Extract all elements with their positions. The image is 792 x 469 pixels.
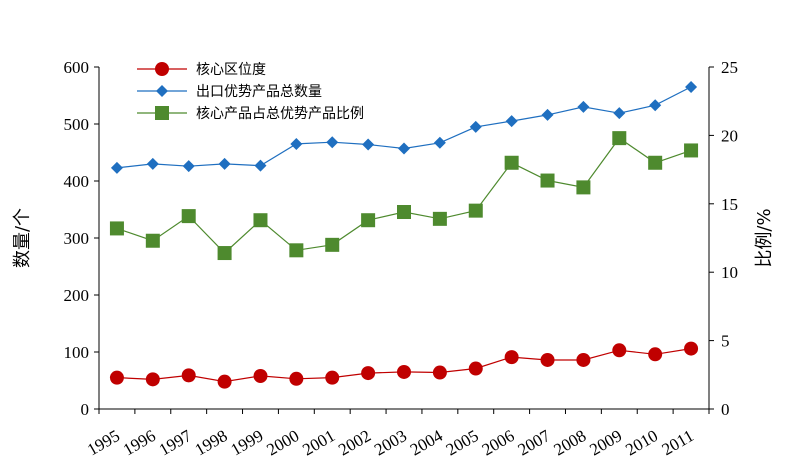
series-3-point <box>397 205 411 220</box>
series-1-point <box>289 371 304 386</box>
x-tick-label: 2011 <box>659 426 697 459</box>
series-2-point <box>146 157 159 170</box>
series-3-point <box>648 155 663 170</box>
left-y-tick-label: 400 <box>64 172 90 191</box>
series-2-point <box>541 108 554 121</box>
series-3-point <box>540 173 555 188</box>
series-3-point <box>325 237 340 252</box>
series-2-point <box>398 142 410 155</box>
right-y-tick-label: 5 <box>721 332 730 351</box>
series-3-point <box>289 243 304 258</box>
series-3-point <box>109 221 124 236</box>
x-tick-label: 1995 <box>84 426 123 459</box>
legend-marker-3 <box>155 106 169 120</box>
series-2-point <box>110 161 123 174</box>
x-tick-label: 1997 <box>156 426 195 460</box>
series-3-point <box>468 203 483 218</box>
series-3-point <box>504 155 519 170</box>
series-line-3 <box>116 137 692 254</box>
series-2-point <box>433 136 446 149</box>
series-1-point <box>468 361 483 376</box>
series-2-point <box>290 137 303 150</box>
series-1-point <box>540 352 555 367</box>
series-1-point <box>109 370 124 385</box>
x-tick-label: 2006 <box>479 426 518 459</box>
series-1-point <box>432 365 447 380</box>
legend-label-2: 出口优势产品总数量 <box>196 84 322 100</box>
x-tick-label: 2008 <box>550 426 589 459</box>
x-tick-label: 2009 <box>586 426 625 459</box>
legend-label-1: 核心区位度 <box>196 62 266 78</box>
series-1-point <box>145 372 160 387</box>
x-tick-label: 1999 <box>228 426 267 459</box>
series-2-point <box>362 138 375 151</box>
legend-marker-2 <box>156 85 168 97</box>
series-1-point <box>325 370 340 385</box>
left-y-tick-label: 0 <box>81 400 90 419</box>
left-y-tick-label: 600 <box>64 58 90 77</box>
series-1-point <box>397 364 411 379</box>
series-2-point <box>649 99 662 112</box>
right-axis-title: 比例/% <box>754 208 775 267</box>
series-3-point <box>253 213 268 228</box>
series-1-point <box>612 343 627 358</box>
series-2-point <box>577 100 590 113</box>
right-y-tick-label: 0 <box>721 400 730 419</box>
series-3-point <box>145 233 160 248</box>
x-tick-label: 2003 <box>371 426 410 459</box>
series-1-point <box>217 374 232 389</box>
series-2-point <box>469 120 482 133</box>
right-y-tick-label: 25 <box>721 58 738 77</box>
x-tick-label: 2001 <box>299 426 338 459</box>
legend-label-3: 核心产品占总优势产品比例 <box>196 106 364 122</box>
series-2-point <box>685 80 698 93</box>
x-tick-label: 2007 <box>515 426 554 460</box>
x-tick-label: 2002 <box>335 426 374 459</box>
left-axis-title: 数量/个 <box>12 208 33 268</box>
series-3-point <box>181 209 196 224</box>
x-tick-label: 2005 <box>443 426 482 459</box>
series-3-point <box>361 213 376 228</box>
right-y-tick-label: 10 <box>721 263 738 282</box>
series-2-point <box>218 157 231 170</box>
x-tick-label: 2004 <box>407 426 446 460</box>
series-1-point <box>253 368 268 383</box>
series-3-point <box>684 143 699 158</box>
left-y-tick-label: 300 <box>64 229 90 248</box>
right-y-tick-label: 15 <box>721 195 738 214</box>
series-3-point <box>612 131 627 146</box>
x-tick-label: 2010 <box>622 426 661 459</box>
left-y-tick-label: 200 <box>64 286 90 305</box>
legend-marker-1 <box>155 62 169 76</box>
series-2-point <box>182 160 195 173</box>
x-tick-label: 1998 <box>192 426 231 459</box>
x-tick-label: 2000 <box>263 426 302 459</box>
series-1-point <box>648 347 663 362</box>
series-1-point <box>181 368 196 383</box>
series-2-point <box>613 107 626 120</box>
left-y-tick-label: 500 <box>64 115 90 134</box>
series-3-point <box>217 246 232 261</box>
series-1-point <box>504 350 519 365</box>
x-tick-label: 1996 <box>120 426 159 459</box>
series-1-point <box>576 352 591 367</box>
series-1-point <box>684 341 699 356</box>
left-y-tick-label: 100 <box>64 343 90 362</box>
series-3-point <box>432 211 447 226</box>
series-2-point <box>326 136 339 149</box>
right-y-tick-label: 20 <box>721 126 738 145</box>
series-2-point <box>254 159 267 172</box>
series-2-point <box>505 115 518 128</box>
series-3-point <box>576 180 591 195</box>
series-1-point <box>361 366 376 381</box>
